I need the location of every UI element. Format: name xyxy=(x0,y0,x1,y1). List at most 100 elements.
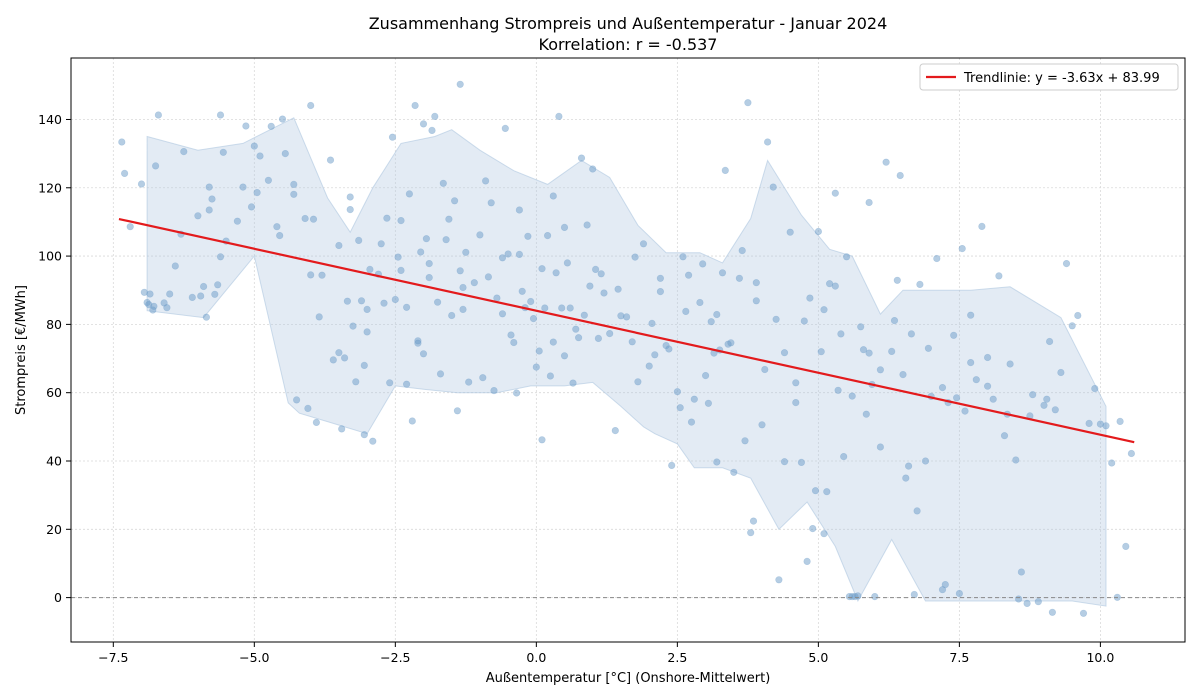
data-point xyxy=(1116,417,1124,426)
data-point xyxy=(202,313,210,321)
data-point xyxy=(580,311,588,319)
data-point xyxy=(775,576,783,584)
data-point xyxy=(239,183,247,191)
data-point xyxy=(761,365,769,374)
data-point xyxy=(913,507,921,515)
data-point xyxy=(707,318,715,326)
data-point xyxy=(479,374,487,382)
trendline xyxy=(118,217,1135,444)
data-point xyxy=(958,245,966,253)
data-point xyxy=(490,387,498,395)
data-point xyxy=(507,331,515,339)
data-point xyxy=(357,297,366,305)
data-point xyxy=(247,203,256,211)
data-point xyxy=(938,384,947,392)
data-point xyxy=(577,154,586,162)
data-point xyxy=(197,292,205,300)
y-tick-label: 100 xyxy=(38,249,62,264)
y-tick-label: 140 xyxy=(38,112,62,127)
data-point xyxy=(921,457,930,465)
x-tick-label: 5.0 xyxy=(808,650,828,665)
data-point xyxy=(622,313,631,321)
data-point xyxy=(1079,609,1088,617)
data-point xyxy=(524,232,532,240)
x-tick-label: 10.0 xyxy=(1086,650,1114,665)
data-point xyxy=(1051,406,1059,414)
data-point xyxy=(656,288,665,296)
data-point xyxy=(394,253,402,261)
legend-entry-trendline: Trendlinie: y = -3.63x + 83.99 xyxy=(963,71,1160,86)
data-point xyxy=(679,253,687,261)
data-point xyxy=(651,351,659,359)
data-point xyxy=(538,265,546,273)
data-point xyxy=(1091,385,1099,393)
y-tick-label: 0 xyxy=(54,590,62,605)
data-point xyxy=(439,179,447,187)
data-point xyxy=(817,348,825,356)
data-point xyxy=(820,530,828,538)
data-point xyxy=(436,370,445,378)
data-point xyxy=(738,247,746,255)
data-point xyxy=(645,362,653,370)
data-point xyxy=(569,379,577,387)
data-point xyxy=(1006,360,1014,368)
data-point xyxy=(938,586,947,594)
data-point xyxy=(600,289,608,297)
data-point xyxy=(208,195,216,203)
data-point xyxy=(205,206,213,214)
data-point xyxy=(216,111,225,119)
data-point xyxy=(456,80,464,88)
data-point xyxy=(498,254,507,262)
data-point xyxy=(904,462,913,470)
data-point xyxy=(831,189,839,197)
y-tick-label: 120 xyxy=(38,180,62,195)
data-point xyxy=(482,177,490,185)
data-point xyxy=(713,458,721,466)
data-point xyxy=(983,382,992,390)
data-point xyxy=(309,215,318,223)
data-point xyxy=(541,304,549,312)
data-point xyxy=(704,399,713,407)
data-point xyxy=(137,180,146,188)
data-point xyxy=(304,404,312,413)
data-point xyxy=(428,126,436,134)
data-point xyxy=(465,378,473,386)
data-point xyxy=(150,302,158,310)
data-point xyxy=(848,392,856,400)
data-point xyxy=(431,112,439,120)
data-point xyxy=(882,158,890,166)
x-axis-label: Außentemperatur [°C] (Onshore-Mittelwert… xyxy=(486,671,771,686)
data-point xyxy=(752,279,760,287)
data-point xyxy=(546,372,555,380)
data-point xyxy=(735,274,744,282)
data-point xyxy=(583,221,591,229)
data-point xyxy=(154,111,162,119)
data-point xyxy=(451,197,459,205)
x-axis-ticks: −7.5 −5.0 −2.5 0.0 2.5 5.0 7.5 10.0 xyxy=(98,642,1114,665)
data-point xyxy=(800,317,808,325)
data-point xyxy=(219,148,227,156)
data-point xyxy=(656,274,665,282)
data-point xyxy=(1102,422,1110,430)
data-point xyxy=(214,281,222,289)
data-point xyxy=(961,407,969,415)
data-point xyxy=(543,232,552,240)
data-point xyxy=(950,331,958,339)
data-point xyxy=(749,517,758,525)
data-point xyxy=(825,280,834,288)
data-point xyxy=(597,270,605,278)
data-point xyxy=(459,305,467,314)
data-point xyxy=(558,304,566,312)
data-point xyxy=(871,592,879,601)
data-point xyxy=(448,311,456,320)
data-point xyxy=(555,112,563,120)
data-point xyxy=(363,305,371,314)
data-point xyxy=(1017,568,1026,576)
data-point xyxy=(696,298,704,307)
data-point xyxy=(256,152,264,160)
data-point xyxy=(772,315,780,323)
data-point xyxy=(941,580,949,589)
data-point xyxy=(566,304,574,312)
confidence-band xyxy=(146,117,1107,607)
